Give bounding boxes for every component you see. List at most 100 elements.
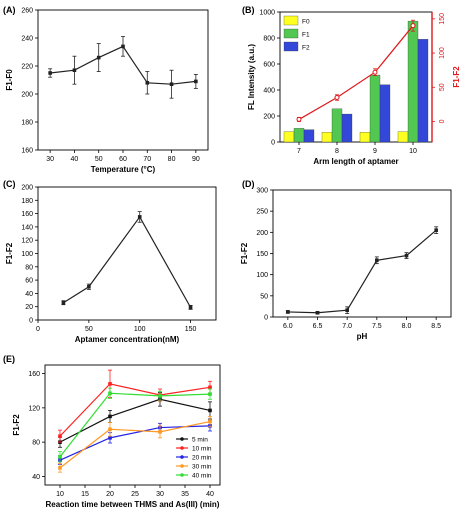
legend-swatch — [283, 15, 299, 26]
legend-label: F0 — [302, 19, 310, 26]
y-tick-label: 240 — [21, 36, 33, 43]
series-line — [59, 383, 211, 437]
bar — [293, 128, 305, 143]
data-point — [87, 284, 91, 289]
data-point — [208, 408, 212, 413]
data-point — [158, 430, 162, 434]
x-tick-label: 10 — [56, 491, 64, 498]
legend-marker — [180, 437, 184, 441]
legend-swatch — [283, 41, 299, 52]
data-point — [208, 419, 212, 424]
plot-frame — [272, 189, 452, 318]
data-point — [375, 258, 379, 263]
series-line — [59, 392, 211, 458]
series-line — [63, 215, 192, 308]
bar — [283, 131, 295, 143]
y-tick-label: 100 — [21, 251, 33, 258]
bar — [321, 132, 333, 143]
x-tick-label: 8 — [335, 148, 339, 155]
y-tick-label: 200 — [21, 92, 33, 99]
y-tick-label: 40 — [25, 291, 33, 298]
panel-d: (D) 6.0 6.5 7.0 7.5 8.0 8.5 0 50 100 150 200 250 300 p… — [240, 179, 452, 341]
y2-tick-label: 0 — [439, 119, 446, 123]
x-tick-label: 30 — [156, 491, 164, 498]
bar — [331, 108, 343, 143]
x-tick-label: 6.5 — [313, 323, 323, 330]
y-tick-label: 1000 — [259, 10, 275, 17]
bar — [341, 113, 353, 143]
series-line — [287, 229, 437, 314]
x-tick-label: 60 — [119, 156, 127, 163]
y-tick-label: 160 — [28, 371, 40, 378]
panel-a: (A) 30 40 50 60 70 80 90 160 180 200 220 240 260 Tempe… — [3, 5, 209, 174]
panel-e: (E) 10 15 20 25 30 35 40 40 80 120 160 Reaction time… — [3, 354, 221, 509]
bar — [397, 131, 409, 143]
y-tick-label: 200 — [263, 114, 275, 121]
legend-label: 40 min — [192, 472, 212, 479]
y-tick-label: 200 — [256, 230, 268, 237]
y-axis-title: F1-F2 — [12, 414, 21, 436]
y-axis-title: F1-F2 — [240, 242, 249, 264]
series-line — [59, 398, 211, 443]
y2-axis-title: F1-F2 — [452, 66, 461, 88]
data-point — [158, 394, 162, 398]
data-point — [48, 71, 52, 75]
x-tick-label: 100 — [134, 326, 146, 333]
x-tick-label: 90 — [192, 156, 200, 163]
data-point — [137, 215, 142, 219]
data-point — [108, 436, 112, 440]
y-tick-label: 260 — [21, 8, 33, 15]
legend-label: F2 — [302, 45, 310, 52]
y2-tick-label: 150 — [439, 13, 446, 25]
y-axis-title: F1-F0 — [5, 69, 14, 91]
data-point — [434, 228, 438, 233]
y-axis-title: F1-F2 — [5, 242, 14, 264]
y-tick-label: 160 — [21, 148, 33, 155]
plot-frame — [44, 364, 221, 486]
data-point — [72, 68, 77, 72]
panel-label: (B) — [242, 5, 255, 15]
data-point — [372, 69, 378, 75]
data-point — [169, 82, 174, 86]
x-tick-label: 10 — [409, 148, 417, 155]
y-tick-label: 40 — [32, 474, 40, 481]
legend-marker — [180, 473, 184, 477]
legend-marker — [180, 464, 184, 468]
panel-label: (A) — [3, 5, 16, 15]
panel-label: (C) — [3, 179, 16, 189]
y-tick-label: 600 — [263, 62, 275, 69]
data-point — [315, 310, 320, 315]
data-point — [58, 454, 62, 459]
bar — [359, 132, 371, 143]
data-point — [194, 79, 198, 84]
data-point — [145, 81, 150, 85]
data-point — [61, 300, 66, 305]
bar — [417, 39, 429, 143]
y-tick-label: 80 — [25, 264, 33, 271]
y-tick-label: 180 — [21, 120, 33, 127]
data-point — [96, 55, 101, 60]
bar — [379, 84, 391, 143]
panel-label: (D) — [242, 179, 255, 189]
panel-label: (E) — [3, 354, 15, 364]
data-point — [58, 466, 62, 470]
y-tick-label: 400 — [263, 88, 275, 95]
y-tick-label: 800 — [263, 36, 275, 43]
x-tick-label: 40 — [71, 156, 79, 163]
series-line — [59, 420, 211, 469]
y-tick-label: 100 — [256, 272, 268, 279]
legend-swatch — [283, 28, 299, 39]
data-point — [208, 392, 212, 396]
x-tick-label: 7.5 — [372, 323, 382, 330]
x-tick-label: 15 — [81, 491, 89, 498]
series-line — [298, 25, 414, 120]
x-tick-label: 50 — [95, 156, 103, 163]
y-tick-label: 200 — [21, 185, 33, 192]
plot-frame — [37, 186, 217, 321]
legend-label: 30 min — [192, 463, 212, 470]
data-point — [286, 310, 290, 314]
x-tick-label: 7.0 — [342, 323, 352, 330]
x-tick-label: 20 — [106, 491, 114, 498]
x-tick-label: 80 — [168, 156, 176, 163]
